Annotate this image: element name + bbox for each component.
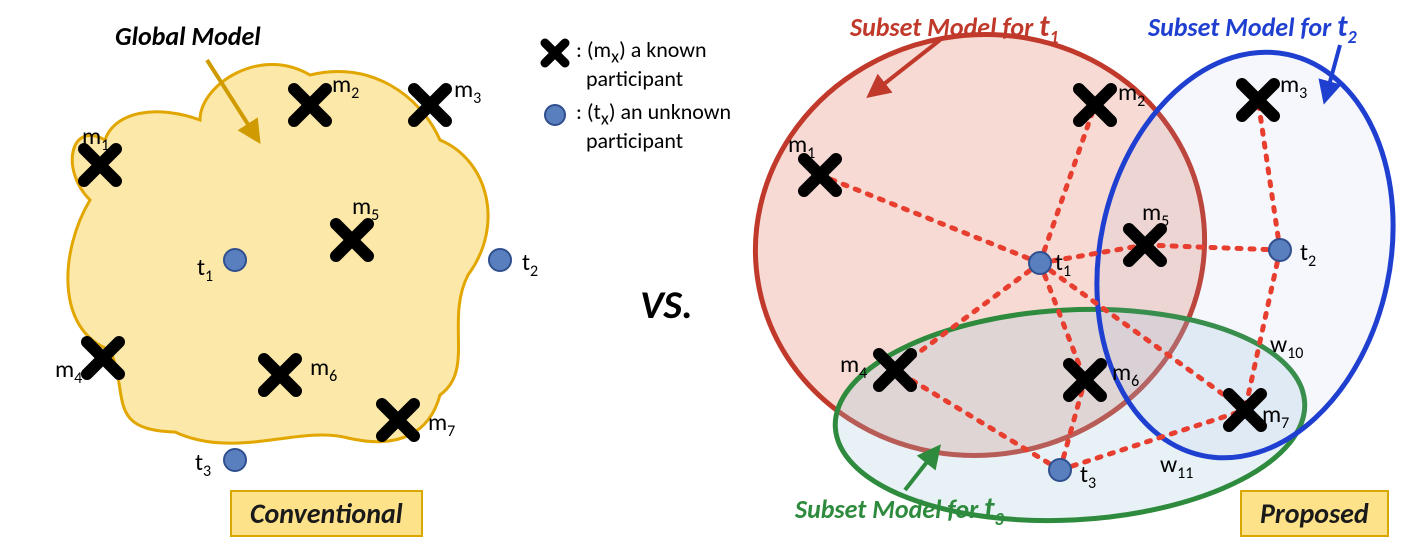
proposed-caption: Proposed — [1240, 490, 1389, 537]
label-m7-left: m7 — [428, 408, 455, 437]
label-t1-left: t1 — [197, 253, 213, 282]
cross-icon — [540, 38, 570, 68]
label-m1-left: m1 — [82, 122, 109, 151]
label-t1-right: t1 — [1055, 248, 1071, 277]
subset-t2-title: Subset Model for t2 — [1148, 8, 1357, 45]
label-m6-left: m6 — [310, 353, 337, 382]
label-m3-right: m3 — [1280, 70, 1307, 99]
conventional-caption: Conventional — [230, 490, 423, 537]
global-model-title: Global Model — [115, 20, 261, 52]
label-m4-right: m4 — [840, 350, 867, 379]
legend-unknown: : (tx) an unknown participant — [540, 100, 731, 153]
circle-icon — [224, 249, 246, 271]
global-model-blob — [68, 64, 488, 443]
label-t2-left: t2 — [522, 248, 538, 277]
vs-label: VS. — [640, 280, 693, 329]
label-t3-right: t3 — [1080, 460, 1096, 489]
label-m1-right: m1 — [788, 130, 815, 159]
subset-t3-title: Subset Model for t3 — [795, 490, 1004, 527]
label-w10: w10 — [1270, 330, 1303, 359]
circle-icon — [540, 100, 570, 130]
label-m7-right: m7 — [1262, 400, 1289, 429]
label-w11: w11 — [1160, 450, 1193, 479]
circle-icon — [489, 249, 511, 271]
cross-icon — [414, 89, 446, 121]
label-m5-right: m5 — [1142, 198, 1169, 227]
label-t3-left: t3 — [195, 448, 211, 477]
circle-icon — [224, 449, 246, 471]
label-m6-right: m6 — [1112, 358, 1139, 387]
label-m3-left: m3 — [454, 75, 481, 104]
label-m4-left: m4 — [55, 355, 82, 384]
circle-icon — [1029, 252, 1051, 274]
label-t2-right: t2 — [1300, 238, 1316, 267]
label-m2-left: m2 — [332, 70, 359, 99]
legend-known: : (mx) a known participant — [540, 38, 707, 91]
label-m2-right: m2 — [1118, 78, 1145, 107]
circle-icon — [1269, 239, 1291, 261]
circle-icon — [1049, 459, 1071, 481]
subset-t1-title: Subset Model for t1 — [850, 8, 1059, 45]
label-m5-left: m5 — [352, 192, 379, 221]
